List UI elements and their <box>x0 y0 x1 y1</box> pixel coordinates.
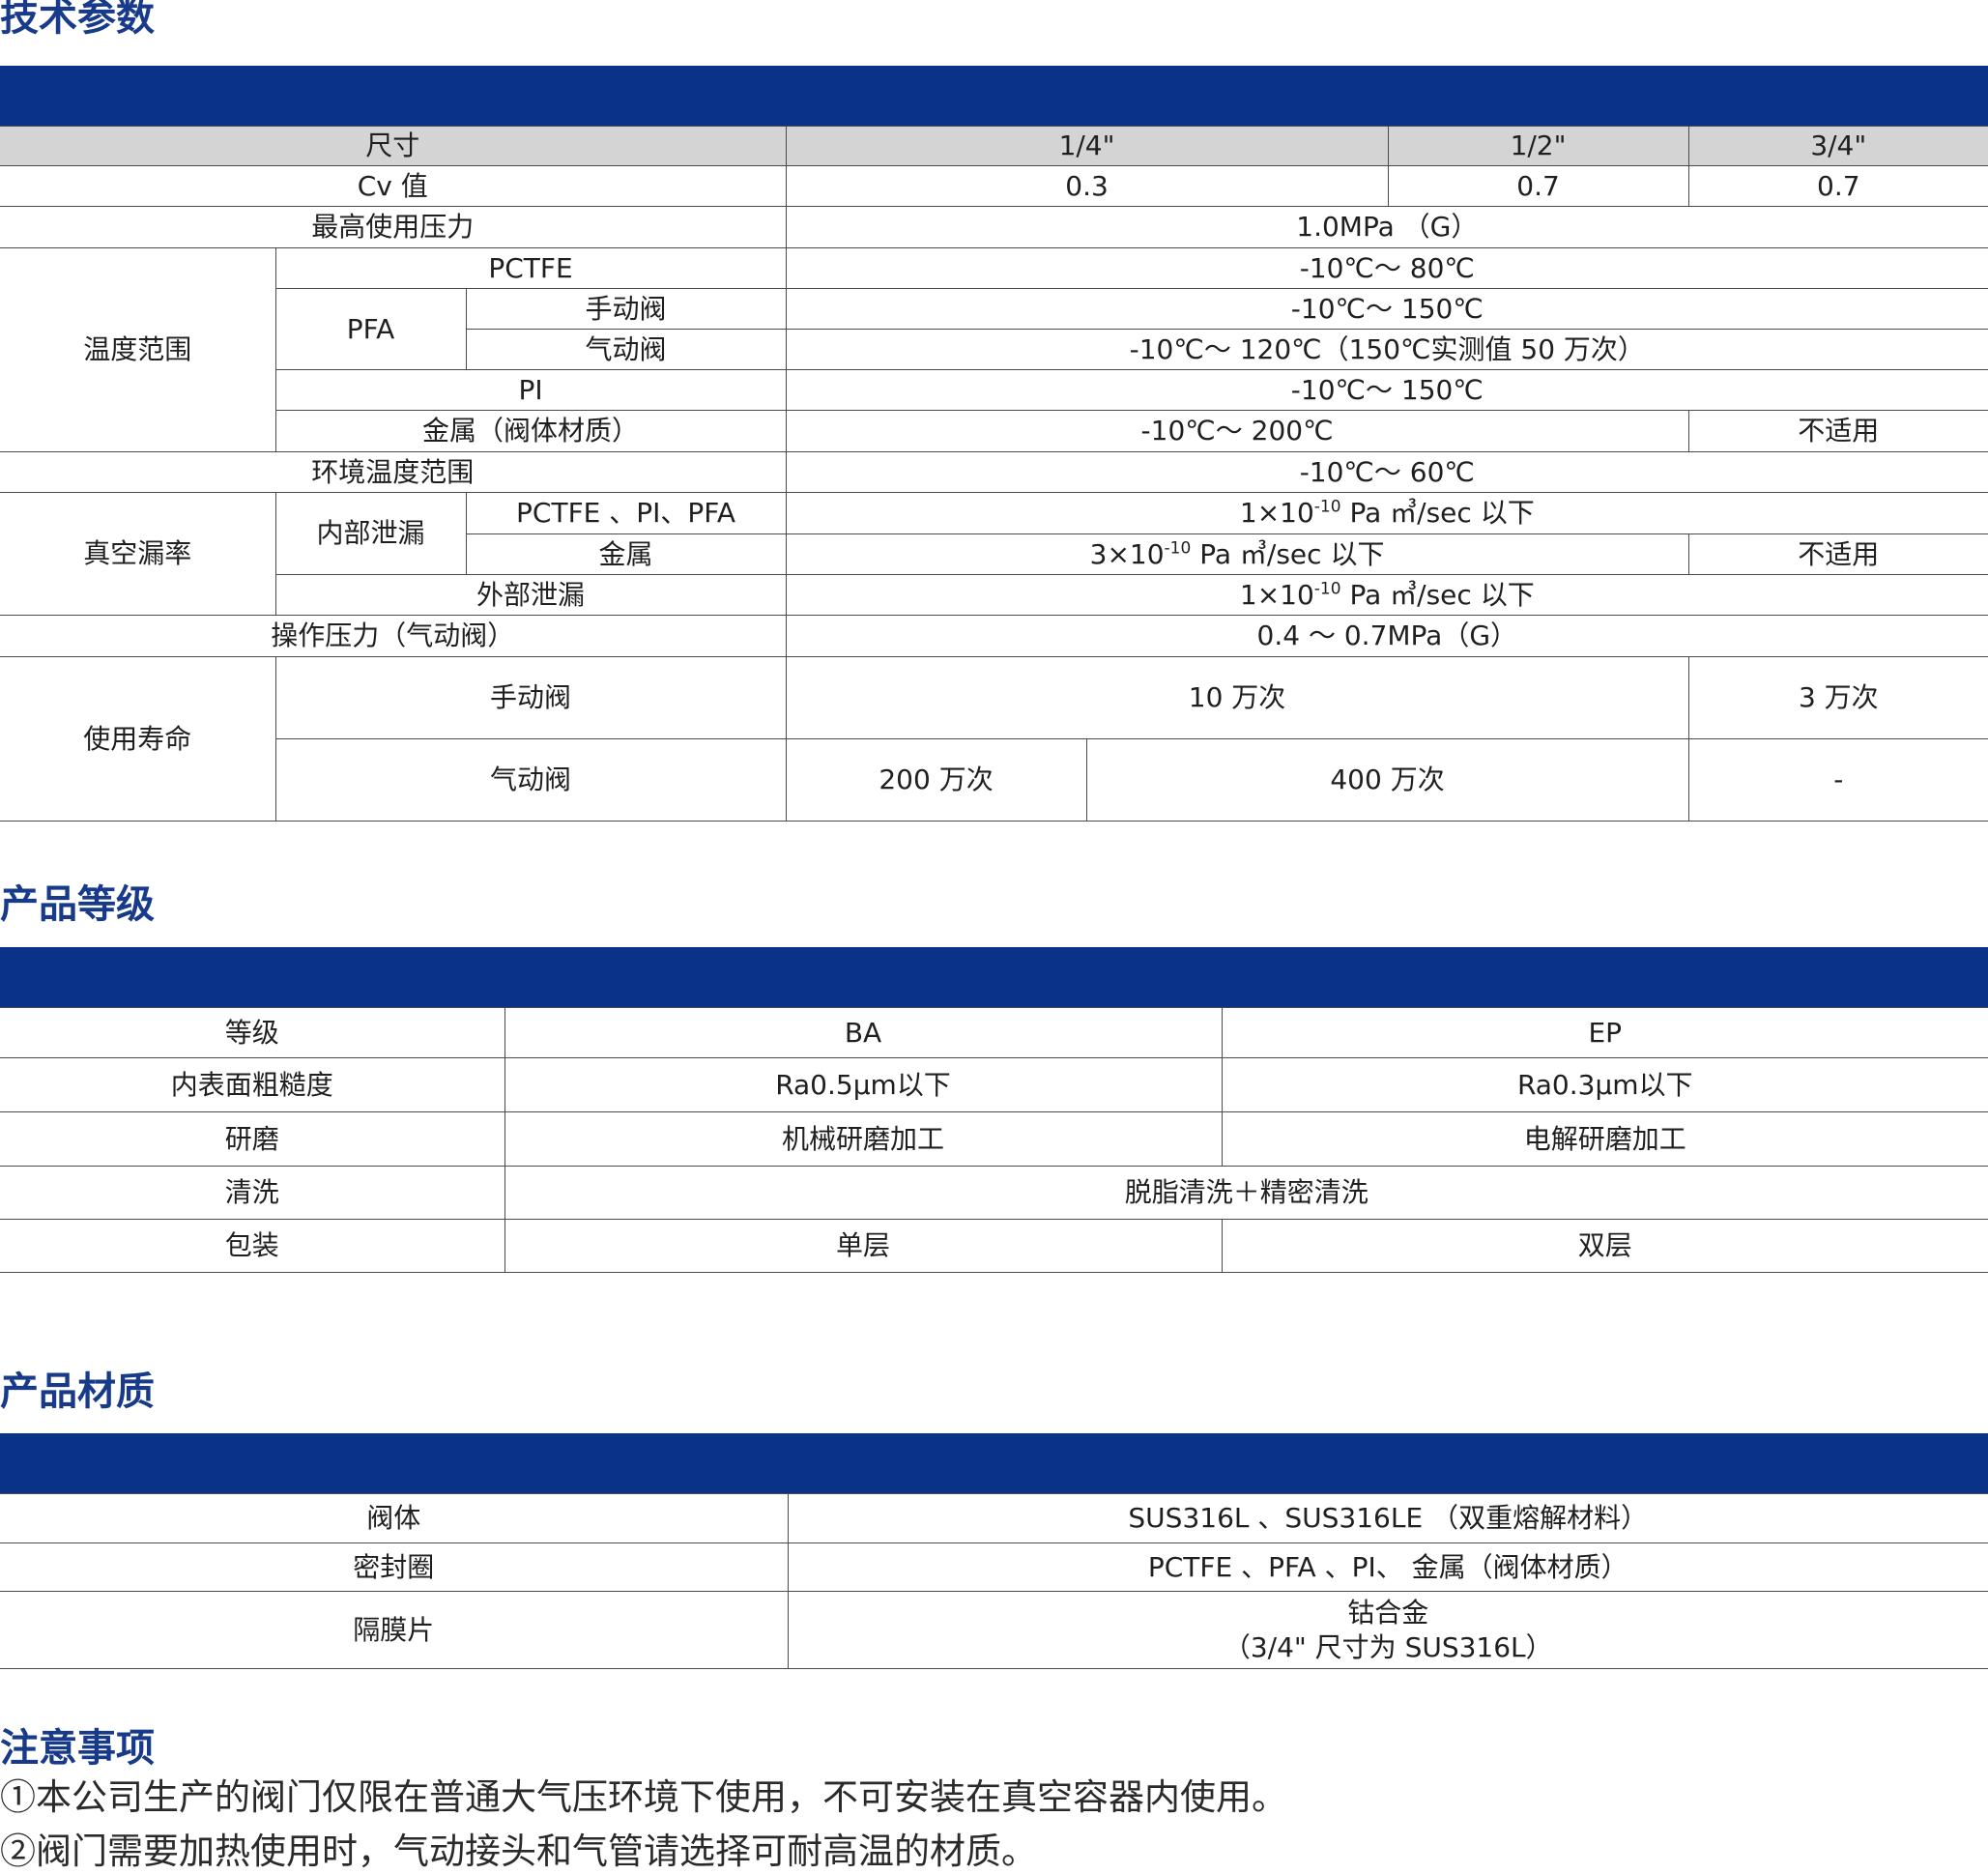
grade-ba: BA <box>504 1007 1223 1058</box>
diaphragm-label: 隔膜片 <box>0 1591 789 1669</box>
section-title-notes: 注意事项 <box>0 1726 155 1771</box>
roughness-label: 内表面粗糙度 <box>0 1057 505 1112</box>
valve-body-label: 阀体 <box>0 1493 789 1543</box>
note-2: ②阀门需要加热使用时，气动接头和气管请选择可耐高温的材质。 <box>0 1831 1037 1872</box>
note-1: ①本公司生产的阀门仅限在普通大气压环境下使用，不可安装在真空容器内使用。 <box>0 1776 1287 1818</box>
pfa-manual-temp-value: -10℃～ 150℃ <box>785 288 1988 330</box>
life-manual-label: 手动阀 <box>274 656 787 739</box>
metal-temp-value: -10℃～ 200℃ <box>785 410 1689 452</box>
service-life-label: 使用寿命 <box>0 656 276 822</box>
size-1-4: 1/4" <box>785 126 1389 166</box>
cleaning-label: 清洗 <box>0 1166 505 1220</box>
pi-label: PI <box>275 369 787 411</box>
outer-leak-label: 外部泄漏 <box>275 574 787 616</box>
tech-spec-table: 尺寸 1/4" 1/2" 3/4" Cv 值 0.3 0.7 0.7 最高使用压… <box>0 126 1988 822</box>
inner-leak-metal-value: 3×10-10 Pa ㎥/sec 以下 <box>785 533 1689 575</box>
diaphragm-value: 钴合金 （3/4" 尺寸为 SUS316L） <box>787 1591 1988 1669</box>
section-title-tech: 技术参数 <box>0 0 155 40</box>
max-pressure-label: 最高使用压力 <box>0 206 787 248</box>
material-header-band <box>0 1433 1988 1493</box>
packaging-label: 包装 <box>0 1219 505 1273</box>
operating-pressure-label: 操作压力（气动阀） <box>0 615 787 657</box>
roughness-ep: Ra0.3μm以下 <box>1221 1057 1988 1112</box>
life-manual-3-4: 3 万次 <box>1687 656 1988 739</box>
packaging-ep: 双层 <box>1221 1219 1988 1273</box>
cv-3-4: 0.7 <box>1687 165 1988 207</box>
pctfe-temp-value: -10℃～ 80℃ <box>785 247 1988 289</box>
pctfe-pi-pfa-label: PCTFE 、PI、PFA <box>465 492 787 534</box>
grade-header-band <box>0 947 1988 1007</box>
life-pneumatic-mid: 400 万次 <box>1085 738 1689 822</box>
pfa-label: PFA <box>275 288 467 370</box>
metal-temp-na: 不适用 <box>1687 410 1988 452</box>
grade-label: 等级 <box>0 1007 505 1058</box>
env-temp-label: 环境温度范围 <box>0 451 787 493</box>
cv-1-2: 0.7 <box>1387 165 1689 207</box>
metal-label: 金属 <box>466 533 787 575</box>
outer-leak-value: 1×10-10 Pa ㎥/sec 以下 <box>785 574 1988 616</box>
inner-leak-label: 内部泄漏 <box>274 492 467 575</box>
temp-range-label: 温度范围 <box>0 247 276 452</box>
size-label: 尺寸 <box>0 126 787 166</box>
vacuum-leak-label: 真空漏率 <box>0 492 276 616</box>
life-pneumatic-label: 气动阀 <box>275 738 787 822</box>
pfa-manual-label: 手动阀 <box>465 288 787 330</box>
seal-value: PCTFE 、PFA 、PI、 金属（阀体材质） <box>787 1542 1988 1592</box>
operating-pressure-value: 0.4 ～ 0.7MPa（G） <box>785 615 1988 657</box>
tech-header-band <box>0 66 1988 126</box>
material-table: 阀体 SUS316L 、SUS316LE （双重熔解材料） 密封圈 PCTFE … <box>0 1493 1988 1669</box>
life-manual-value: 10 万次 <box>785 656 1689 739</box>
grade-table: 等级 BA EP 内表面粗糙度 Ra0.5μm以下 Ra0.3μm以下 研磨 机… <box>0 1007 1988 1273</box>
polish-label: 研磨 <box>0 1111 505 1167</box>
size-1-2: 1/2" <box>1387 126 1689 166</box>
roughness-ba: Ra0.5μm以下 <box>504 1057 1223 1112</box>
env-temp-value: -10℃～ 60℃ <box>785 451 1988 493</box>
grade-ep: EP <box>1221 1007 1988 1058</box>
pi-temp-value: -10℃～ 150℃ <box>785 369 1988 411</box>
polish-ep: 电解研磨加工 <box>1221 1111 1988 1167</box>
section-title-material: 产品材质 <box>0 1369 155 1414</box>
inner-leak-resin-value: 1×10-10 Pa ㎥/sec 以下 <box>785 492 1988 534</box>
cv-1-4: 0.3 <box>785 165 1389 207</box>
pfa-pneumatic-temp-value: -10℃～ 120℃（150℃实测值 50 万次） <box>785 329 1988 370</box>
section-title-grade: 产品等级 <box>0 882 155 927</box>
valve-body-value: SUS316L 、SUS316LE （双重熔解材料） <box>787 1493 1988 1543</box>
cv-label: Cv 值 <box>0 165 787 207</box>
packaging-ba: 单层 <box>504 1219 1223 1273</box>
pfa-pneumatic-label: 气动阀 <box>466 329 787 370</box>
metal-body-label: 金属（阀体材质） <box>275 410 787 452</box>
pctfe-label: PCTFE <box>274 247 787 289</box>
cleaning-value: 脱脂清洗＋精密清洗 <box>504 1166 1988 1220</box>
seal-label: 密封圈 <box>0 1542 789 1592</box>
inner-leak-metal-na: 不适用 <box>1687 533 1988 575</box>
max-pressure-value: 1.0MPa （G） <box>785 206 1988 248</box>
size-3-4: 3/4" <box>1687 126 1988 166</box>
polish-ba: 机械研磨加工 <box>504 1111 1223 1167</box>
life-pneumatic-1-4: 200 万次 <box>785 738 1087 822</box>
life-pneumatic-3-4: - <box>1687 738 1988 822</box>
